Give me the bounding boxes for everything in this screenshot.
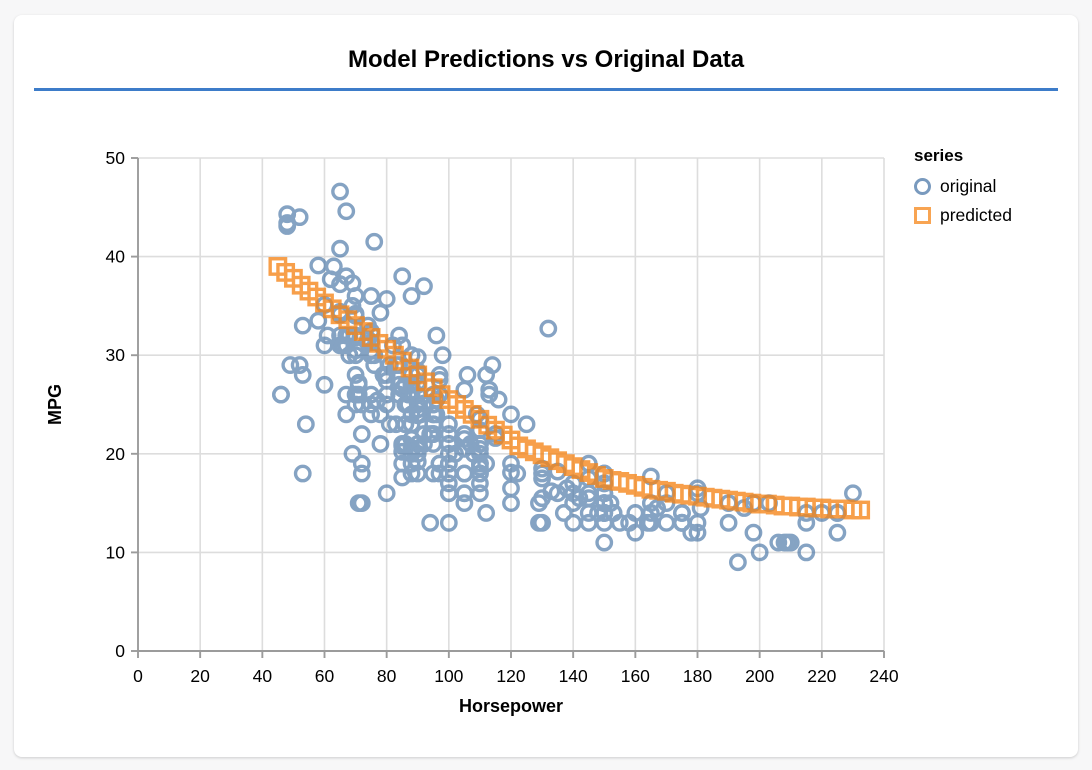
legend-label-predicted: predicted xyxy=(940,205,1012,225)
legend-title: series xyxy=(914,146,964,165)
chart-title: Model Predictions vs Original Data xyxy=(347,46,745,73)
chart-card: Model Predictions vs Original Data serie… xyxy=(14,15,1078,757)
legend-item-original: original xyxy=(914,176,1012,197)
square-marker-icon xyxy=(914,207,931,224)
circle-marker-icon xyxy=(914,178,931,195)
title-divider xyxy=(34,88,1058,91)
legend-item-predicted: predicted xyxy=(914,205,1012,226)
legend-label-original: original xyxy=(940,176,997,196)
legend: series original predicted xyxy=(914,146,1012,226)
